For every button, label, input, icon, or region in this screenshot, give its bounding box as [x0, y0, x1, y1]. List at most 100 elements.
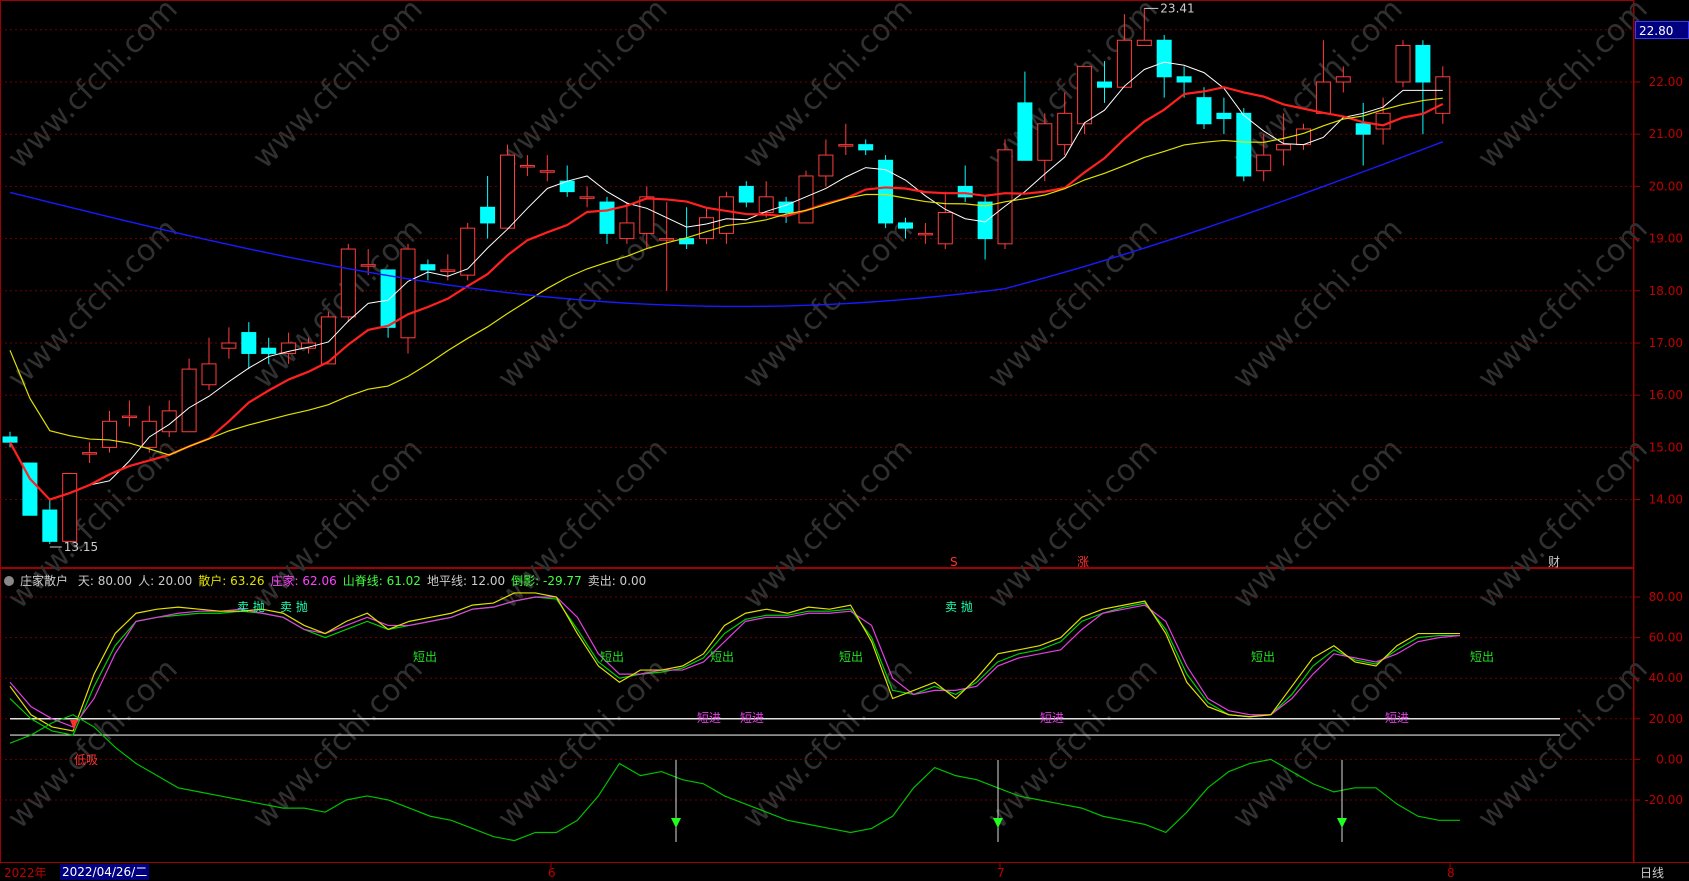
ridge-line: [9, 596, 1460, 736]
indicator-param-2: 散户: 63.26: [198, 574, 265, 588]
candle-up: [798, 175, 814, 224]
indicator-param-1: 人: 20.00: [138, 574, 193, 588]
indicator-param-5: 地平线: 12.00: [426, 574, 506, 588]
watermark-text: www.cfchi.com: [1226, 212, 1410, 396]
current-price-badge: 22.80: [1635, 21, 1689, 39]
signal-short-in: 短进: [1040, 711, 1064, 725]
candle-up: [758, 196, 774, 213]
candle-down: [898, 222, 913, 229]
candle-down: [1196, 97, 1212, 125]
watermark-text: www.cfchi.com: [1, 0, 185, 176]
candle-down: [1097, 81, 1112, 88]
price-tick-label: 15.00: [1649, 440, 1683, 454]
candle-up: [659, 238, 675, 241]
watermark-text: www.cfchi.com: [1, 652, 185, 836]
candle-up: [1077, 65, 1093, 125]
candle-up: [639, 196, 655, 234]
candle-up: [917, 232, 933, 236]
candle-down: [1176, 76, 1192, 83]
candle-up: [579, 196, 595, 199]
watermark-text: www.cfchi.com: [491, 0, 675, 176]
period-selector[interactable]: 日线: [1640, 866, 1665, 880]
ma60-line: [9, 141, 1444, 308]
price-tick-label: 18.00: [1649, 284, 1683, 298]
footer-year: 2022年: [4, 866, 47, 880]
signal-buy: 低吸: [74, 753, 98, 767]
watermark-text: www.cfchi.com: [736, 0, 920, 176]
candle-up: [539, 170, 555, 173]
watermark-text: www.cfchi.com: [246, 432, 430, 616]
candle-down: [1216, 112, 1232, 120]
signal-down-arrow: [1337, 818, 1347, 828]
candle-up: [937, 212, 953, 245]
candle-up: [519, 165, 535, 168]
indicator-name[interactable]: 庄家散户: [20, 574, 69, 588]
watermark-text: www.cfchi.com: [246, 652, 430, 836]
signal-short-out: 短出: [1251, 650, 1275, 664]
price-tick-label: 22.00: [1649, 75, 1683, 89]
candle-up: [1335, 76, 1351, 83]
signal-short-out: 短出: [413, 650, 437, 664]
candle-up: [997, 149, 1013, 245]
watermark-text: www.cfchi.com: [491, 432, 675, 616]
signal-short-out: 短出: [600, 650, 624, 664]
signal-short-in: 短进: [1385, 711, 1409, 725]
candle-up: [121, 415, 137, 419]
price-tick-label: 19.00: [1649, 232, 1683, 246]
indicator-settings-icon[interactable]: [4, 576, 14, 586]
price-tick-label: 21.00: [1649, 127, 1683, 141]
candle-down: [599, 201, 615, 234]
marker-finance: 财: [1548, 555, 1560, 569]
month-label: 6: [548, 866, 556, 880]
candle-down: [261, 347, 277, 354]
candle-up: [500, 154, 515, 229]
retail-line: [9, 592, 1460, 732]
candle-down: [380, 269, 396, 328]
candle-down: [1415, 44, 1431, 83]
candle-up: [161, 410, 177, 433]
indicator-tick-label: 20.00: [1649, 712, 1683, 726]
price-tick-label: 20.00: [1649, 179, 1683, 193]
watermark-text: www.cfchi.com: [1226, 432, 1410, 616]
indicator-header: 庄家散户 天: 80.00 人: 20.00 散户: 63.26 庄家: 62.06 山…: [4, 572, 658, 588]
candle-up: [400, 248, 416, 339]
signal-sell: 卖 抛: [237, 599, 265, 614]
candle-up: [281, 342, 297, 354]
indicator-tick-label: 0.00: [1656, 752, 1683, 766]
candle-up: [838, 144, 854, 147]
candle-down: [480, 206, 496, 224]
signal-down-arrow: [993, 818, 1003, 828]
candle-down: [738, 185, 754, 203]
candle-up: [818, 154, 834, 177]
candle-down: [858, 144, 874, 151]
indicator-tick-label: 80.00: [1649, 590, 1683, 604]
candle-down: [878, 159, 894, 224]
watermark-text: www.cfchi.com: [1471, 212, 1655, 396]
candle-up: [1435, 76, 1451, 114]
candle-up: [718, 196, 734, 234]
candle-down: [1355, 123, 1371, 135]
watermark-text: www.cfchi.com: [1471, 0, 1655, 176]
candle-up: [460, 227, 476, 276]
watermark-text: www.cfchi.com: [981, 652, 1165, 836]
candle-up: [1116, 39, 1132, 88]
candle-up: [320, 316, 336, 365]
candle-up: [1037, 123, 1053, 161]
candle-up: [1395, 44, 1411, 83]
candle-up: [1256, 154, 1272, 172]
signal-short-out: 短出: [839, 650, 863, 664]
watermark-text: www.cfchi.com: [1226, 652, 1410, 836]
indicator-tick-label: -20.00: [1644, 793, 1683, 807]
high-price-label: 23.41: [1160, 1, 1194, 15]
signal-sell: 卖 抛: [280, 599, 308, 614]
candle-down: [1156, 39, 1172, 78]
candle-up: [699, 217, 714, 240]
watermark-text: www.cfchi.com: [736, 652, 920, 836]
low-price-label: 13.15: [64, 540, 98, 554]
signal-short-out: 短出: [710, 650, 734, 664]
indicator-tick-label: 60.00: [1649, 631, 1683, 645]
candle-down: [957, 185, 973, 198]
marker-s: S: [950, 555, 958, 569]
watermark-text: www.cfchi.com: [1471, 652, 1655, 836]
